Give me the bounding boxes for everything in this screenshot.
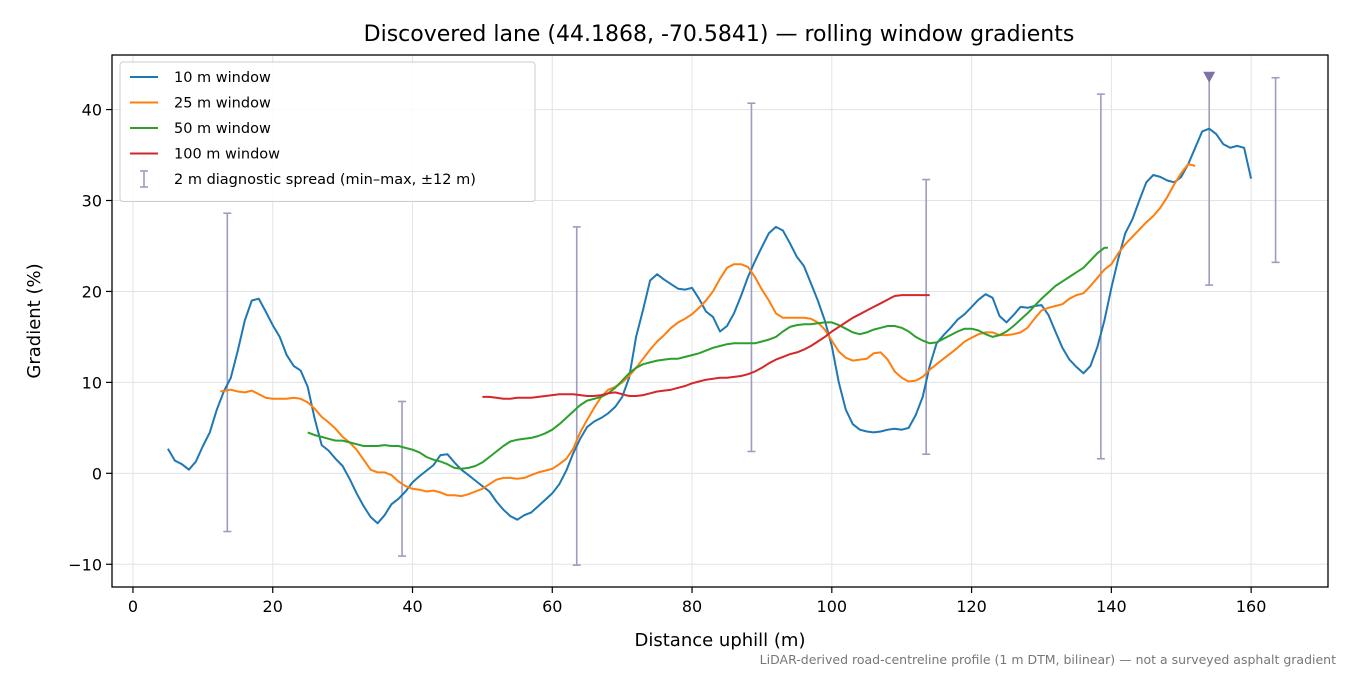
spread-errorbar (223, 212, 232, 533)
spread-errorbar (747, 102, 756, 453)
spread-errorbar (1271, 76, 1280, 264)
legend-box (119, 61, 536, 202)
legend-label: 10 m window (174, 70, 271, 86)
x-tick-label: 60 (542, 597, 562, 616)
legend-entry: 100 m window (130, 147, 280, 163)
series-line-3 (307, 246, 1108, 470)
series-line-4 (482, 294, 930, 400)
peak-marker (1203, 71, 1216, 83)
x-tick-label: 140 (1096, 597, 1127, 616)
x-tick-label: 0 (128, 597, 138, 616)
x-axis-label: Distance uphill (m) (635, 630, 806, 651)
x-tick-label: 120 (956, 597, 987, 616)
y-tick-label: 20 (82, 282, 102, 301)
series-line-1 (167, 127, 1253, 525)
spread-errorbar (572, 226, 581, 566)
series-line-2 (220, 163, 1196, 498)
y-tick-label: 40 (82, 101, 102, 120)
legend-entry: 25 m window (130, 96, 271, 112)
axes-frame (111, 54, 1329, 588)
axis-ticks: 0 20 40 60 80 100 120 140 160 −10 0 10 20 30 40 (68, 101, 1266, 616)
legend-label: 50 m window (174, 121, 271, 137)
y-tick-label: 0 (92, 464, 102, 483)
legend-label: 25 m window (174, 96, 271, 112)
spread-errorbar (922, 178, 931, 456)
x-tick-label: 20 (263, 597, 283, 616)
plot-area (167, 71, 1280, 566)
spread-errorbar (398, 400, 407, 557)
legend-entry: 50 m window (130, 121, 271, 137)
legend-entry: 10 m window (130, 70, 271, 86)
chart-title: Discovered lane (44.1868, -70.5841) — ro… (364, 22, 1075, 47)
x-tick-label: 160 (1236, 597, 1267, 616)
footnote: LiDAR-derived road-centreline profile (1… (760, 652, 1336, 667)
x-tick-label: 100 (817, 597, 848, 616)
legend: 10 m window 25 m window 50 m window 100 m w… (119, 61, 536, 202)
legend-entry: 2 m diagnostic spread (min–max, ±12 m) (140, 170, 476, 188)
legend-label: 2 m diagnostic spread (min–max, ±12 m) (174, 172, 476, 188)
x-tick-label: 40 (402, 597, 422, 616)
y-tick-label: −10 (68, 555, 102, 574)
legend-label: 100 m window (174, 147, 280, 163)
y-tick-label: 10 (82, 373, 102, 392)
y-axis-label: Gradient (%) (24, 263, 45, 378)
y-tick-label: 30 (82, 192, 102, 211)
spread-errorbar (1096, 93, 1105, 460)
x-tick-label: 80 (682, 597, 702, 616)
